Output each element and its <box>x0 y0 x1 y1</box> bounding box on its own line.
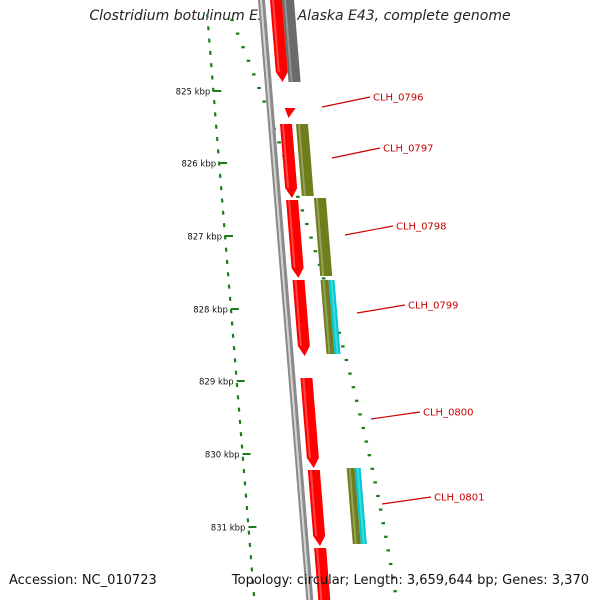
cds-feature-0-shine <box>272 0 280 72</box>
gene-feature-top <box>282 0 301 82</box>
cyan-feature-1-body <box>354 468 367 544</box>
cyan-feature-0-shine <box>330 280 339 354</box>
cds-feature-6 <box>314 548 331 600</box>
cyan-feature-1 <box>354 468 367 544</box>
ruler-label: 825 kbp <box>176 88 211 98</box>
cds-feature-5 <box>307 470 326 546</box>
ruler-label: 827 kbp <box>187 233 222 243</box>
cds-feature-3 <box>292 280 310 356</box>
ruler-label: 826 kbp <box>181 160 216 170</box>
cds-feature-5-body <box>307 470 326 546</box>
gene-leader-line <box>331 147 381 159</box>
cds-feature-4-body <box>300 378 319 468</box>
genome-summary-text: Topology: circular; Length: 3,659,644 bp… <box>231 573 589 588</box>
olive-feature-3 <box>346 468 361 544</box>
olive-feature-0-shine <box>297 124 306 196</box>
cyan-feature-1-shine <box>356 468 365 544</box>
cds-feature-0 <box>270 0 288 82</box>
gene-label: CLH_0799 <box>408 301 459 312</box>
olive-feature-1-body <box>313 198 333 276</box>
gene-label: CLH_0796 <box>373 93 424 104</box>
map-title: Clostridium botulinum E3 str. Alaska E43… <box>89 8 511 24</box>
gene-leader-line <box>370 411 421 420</box>
cds-feature-6-shine <box>316 548 323 600</box>
cds-feature-2 <box>286 200 304 278</box>
backbone-track <box>258 0 314 600</box>
olive-feature-3-body <box>346 468 361 544</box>
olive-feature-1 <box>313 198 333 276</box>
cds-fragment <box>284 108 296 118</box>
cds-feature-6-body <box>314 548 331 600</box>
cds-feature-2-shine <box>288 200 296 268</box>
gene-feature-top-body <box>282 0 301 82</box>
cyan-feature-0 <box>328 280 341 354</box>
olive-feature-0 <box>295 124 314 196</box>
gene-leader-line <box>381 496 432 505</box>
gene-leader-line <box>321 96 371 108</box>
ruler-label: 828 kbp <box>193 306 228 316</box>
cds-feature-1-body <box>279 124 298 198</box>
olive-feature-3-shine <box>348 468 357 544</box>
gene-label: CLH_0800 <box>423 408 474 419</box>
accession-text: Accession: NC_010723 <box>9 573 157 588</box>
gene-label-track: CLH_0796 CLH_0797 CLH_0798 CLH_0799 CLH_0800… <box>321 93 485 505</box>
cds-feature-3-shine <box>294 280 302 346</box>
cds-feature-3-body <box>292 280 310 356</box>
ruler-track: 825 kbp 826 kbp 827 kbp 828 kbp 829 kbp 830 k… <box>176 88 257 534</box>
gene-label: CLH_0798 <box>396 222 447 233</box>
cyan-feature-0-body <box>328 280 341 354</box>
cds-feature-2-body <box>286 200 304 278</box>
gene-label: CLH_0797 <box>383 144 434 155</box>
olive-feature-0-body <box>295 124 314 196</box>
ruler-label: 831 kbp <box>211 524 246 534</box>
gene-leader-line <box>344 225 394 236</box>
olive-feature-2 <box>320 280 335 354</box>
cds-feature-4-shine <box>302 378 311 458</box>
gene-label: CLH_0801 <box>434 493 485 504</box>
ruler-label: 829 kbp <box>199 378 234 388</box>
olive-feature-1-shine <box>315 198 325 276</box>
cds-feature-5-shine <box>309 470 318 536</box>
ruler-label: 830 kbp <box>205 451 240 461</box>
cds-feature-0-body <box>270 0 288 82</box>
olive-feature-2-body <box>320 280 335 354</box>
cds-feature-4 <box>300 378 319 468</box>
gene-feature-top-shine <box>284 0 293 82</box>
gene-leader-line <box>356 304 406 314</box>
cds-feature-1-shine <box>281 124 290 188</box>
olive-feature-2-shine <box>322 280 331 354</box>
feature-track <box>270 0 367 600</box>
backbone-highlight <box>260 0 311 600</box>
cds-feature-1 <box>279 124 298 198</box>
